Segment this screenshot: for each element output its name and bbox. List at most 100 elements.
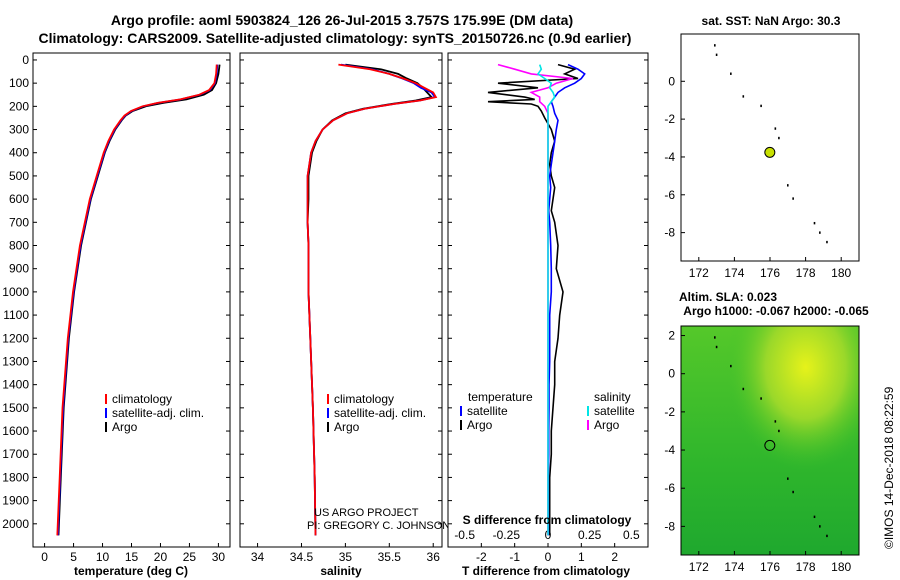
island-mark bbox=[778, 429, 780, 433]
depth-tick-label: 400 bbox=[9, 146, 29, 160]
island-mark bbox=[792, 197, 794, 200]
map-y-tick-label: -8 bbox=[664, 519, 675, 533]
depth-tick-label: 2000 bbox=[2, 517, 29, 531]
island-mark bbox=[742, 387, 745, 391]
x-tick-label: 34 bbox=[251, 550, 265, 564]
depth-tick-label: 1200 bbox=[2, 331, 29, 345]
island-mark bbox=[714, 336, 716, 339]
temperature-x-ticks: 0 5 10 15 20 25 30 bbox=[33, 59, 230, 564]
island-mark bbox=[819, 231, 821, 234]
x-tick-label: 1 bbox=[578, 550, 585, 564]
pi-annotation: PI: GREGORY C. JOHNSON bbox=[307, 520, 450, 532]
map-y-tick-label: -6 bbox=[664, 188, 675, 202]
sla-map-title: Altim. SLA: 0.023 bbox=[679, 290, 777, 304]
sst-profile-marker bbox=[764, 146, 776, 158]
title-line-2: Climatology: CARS2009. Satellite-adjuste… bbox=[39, 30, 632, 46]
x-tick-label: 35 bbox=[339, 550, 353, 564]
sla-map-y-ticks: 2 0 -2 -4 -6 -8 bbox=[664, 329, 685, 533]
s-tick-label: 0.25 bbox=[578, 528, 602, 542]
x-tick-label: 25 bbox=[183, 550, 197, 564]
x-tick-label: 34.5 bbox=[290, 550, 314, 564]
map-y-tick-label: -2 bbox=[664, 112, 675, 126]
island-mark bbox=[787, 477, 789, 480]
island-mark bbox=[787, 184, 789, 187]
depth-tick-label: 0 bbox=[22, 53, 29, 67]
x-tick-label: 10 bbox=[96, 550, 110, 564]
depth-tick-label: 1600 bbox=[2, 424, 29, 438]
map-y-tick-label: -4 bbox=[664, 443, 675, 457]
depth-tick-label: 1500 bbox=[2, 401, 29, 415]
s-tick-label: -0.25 bbox=[493, 528, 521, 542]
map-y-tick-label: -6 bbox=[664, 481, 675, 495]
legend-label-climatology: climatology bbox=[112, 392, 172, 406]
island-mark bbox=[774, 127, 777, 130]
x-tick-label: -1 bbox=[509, 550, 520, 564]
sst-map-title: sat. SST: NaN Argo: 30.3 bbox=[702, 14, 841, 28]
s-tick-label: -0.5 bbox=[454, 528, 475, 542]
island-mark bbox=[714, 44, 716, 47]
map-x-tick-label: 178 bbox=[796, 266, 816, 280]
map-x-tick-label: 174 bbox=[724, 560, 744, 574]
island-mark bbox=[813, 515, 816, 519]
difference-x2-label: S difference from climatology bbox=[463, 513, 632, 527]
depth-tick-label: 1100 bbox=[3, 308, 29, 322]
island-mark bbox=[792, 490, 794, 494]
island-mark bbox=[778, 136, 780, 140]
salinity-series bbox=[306, 63, 438, 536]
depth-tick-label: 800 bbox=[9, 238, 29, 252]
project-annotation: US ARGO PROJECT bbox=[314, 507, 419, 519]
depth-tick-label: 100 bbox=[9, 76, 29, 90]
map-x-tick-label: 180 bbox=[831, 560, 851, 574]
temperature-x-label: temperature (deg C) bbox=[74, 564, 188, 578]
map-x-tick-label: 174 bbox=[724, 266, 744, 280]
temperature-legend: climatology satellite-adj. clim. Argo bbox=[105, 392, 204, 434]
island-mark bbox=[715, 345, 718, 349]
salinity-panel: 34 34.5 35 35.5 36 salinity climatology sate… bbox=[239, 52, 450, 578]
legend-label-s-argo: Argo bbox=[594, 418, 620, 432]
island-mark bbox=[730, 72, 732, 75]
x-tick-label: 15 bbox=[125, 550, 139, 564]
legend-label-satellite: satellite-adj. clim. bbox=[112, 406, 204, 420]
legend-label-t-argo: Argo bbox=[467, 418, 493, 432]
depth-tick-label: 900 bbox=[9, 262, 29, 276]
depth-tick-label: 1900 bbox=[2, 494, 29, 508]
sla-map-x-ticks: 172 174 176 178 180 bbox=[689, 551, 852, 574]
x-tick-label: 36 bbox=[427, 550, 441, 564]
depth-tick-label: 700 bbox=[9, 215, 29, 229]
depth-tick-label: 1800 bbox=[2, 470, 29, 484]
sla-map-islands bbox=[714, 336, 828, 538]
map-y-tick-label: -2 bbox=[664, 405, 675, 419]
difference-series bbox=[487, 63, 586, 536]
sla-map-subtitle: Argo h1000: -0.067 h2000: -0.065 bbox=[683, 304, 869, 318]
legend-label-t-satellite: satellite bbox=[467, 404, 508, 418]
s-tick-label: 0.5 bbox=[623, 528, 640, 542]
salinity-x-ticks: 34 34.5 35 35.5 36 bbox=[240, 59, 442, 564]
depth-tick-label: 1400 bbox=[2, 378, 29, 392]
legend-heading-temperature: temperature bbox=[468, 390, 533, 404]
credit: ©IMOS 14-Dec-2018 08:22:59 bbox=[882, 386, 896, 549]
difference-x-ticks: -2 -1 0 1 2 bbox=[448, 59, 648, 564]
x-tick-label: 2 bbox=[611, 550, 618, 564]
legend-label-s-satellite: satellite bbox=[594, 404, 635, 418]
island-mark bbox=[760, 104, 762, 108]
map-y-tick-label: 0 bbox=[668, 367, 675, 381]
island-mark bbox=[826, 534, 828, 538]
temperature-series bbox=[56, 64, 221, 536]
temperature-plot-frame bbox=[32, 52, 231, 548]
x-tick-label: 20 bbox=[154, 550, 168, 564]
island-mark bbox=[813, 221, 816, 225]
map-x-tick-label: 178 bbox=[796, 560, 816, 574]
depth-tick-label: 500 bbox=[9, 169, 29, 183]
series-climatology bbox=[56, 64, 218, 536]
sla-map-panel: Altim. SLA: 0.023 Argo h1000: -0.067 h20… bbox=[664, 290, 869, 574]
sst-map-panel: sat. SST: NaN Argo: 30.3 172 174 176 178 180… bbox=[664, 14, 860, 280]
island-mark bbox=[826, 240, 828, 244]
legend-label-climatology: climatology bbox=[334, 392, 394, 406]
salinity-x-label: salinity bbox=[320, 564, 362, 578]
difference-x-label: T difference from climatology bbox=[462, 564, 630, 578]
map-y-tick-label: -8 bbox=[664, 226, 675, 240]
sst-map-x-ticks: 172 174 176 178 180 bbox=[689, 257, 852, 280]
map-x-tick-label: 172 bbox=[689, 560, 709, 574]
map-x-tick-label: 176 bbox=[760, 266, 780, 280]
